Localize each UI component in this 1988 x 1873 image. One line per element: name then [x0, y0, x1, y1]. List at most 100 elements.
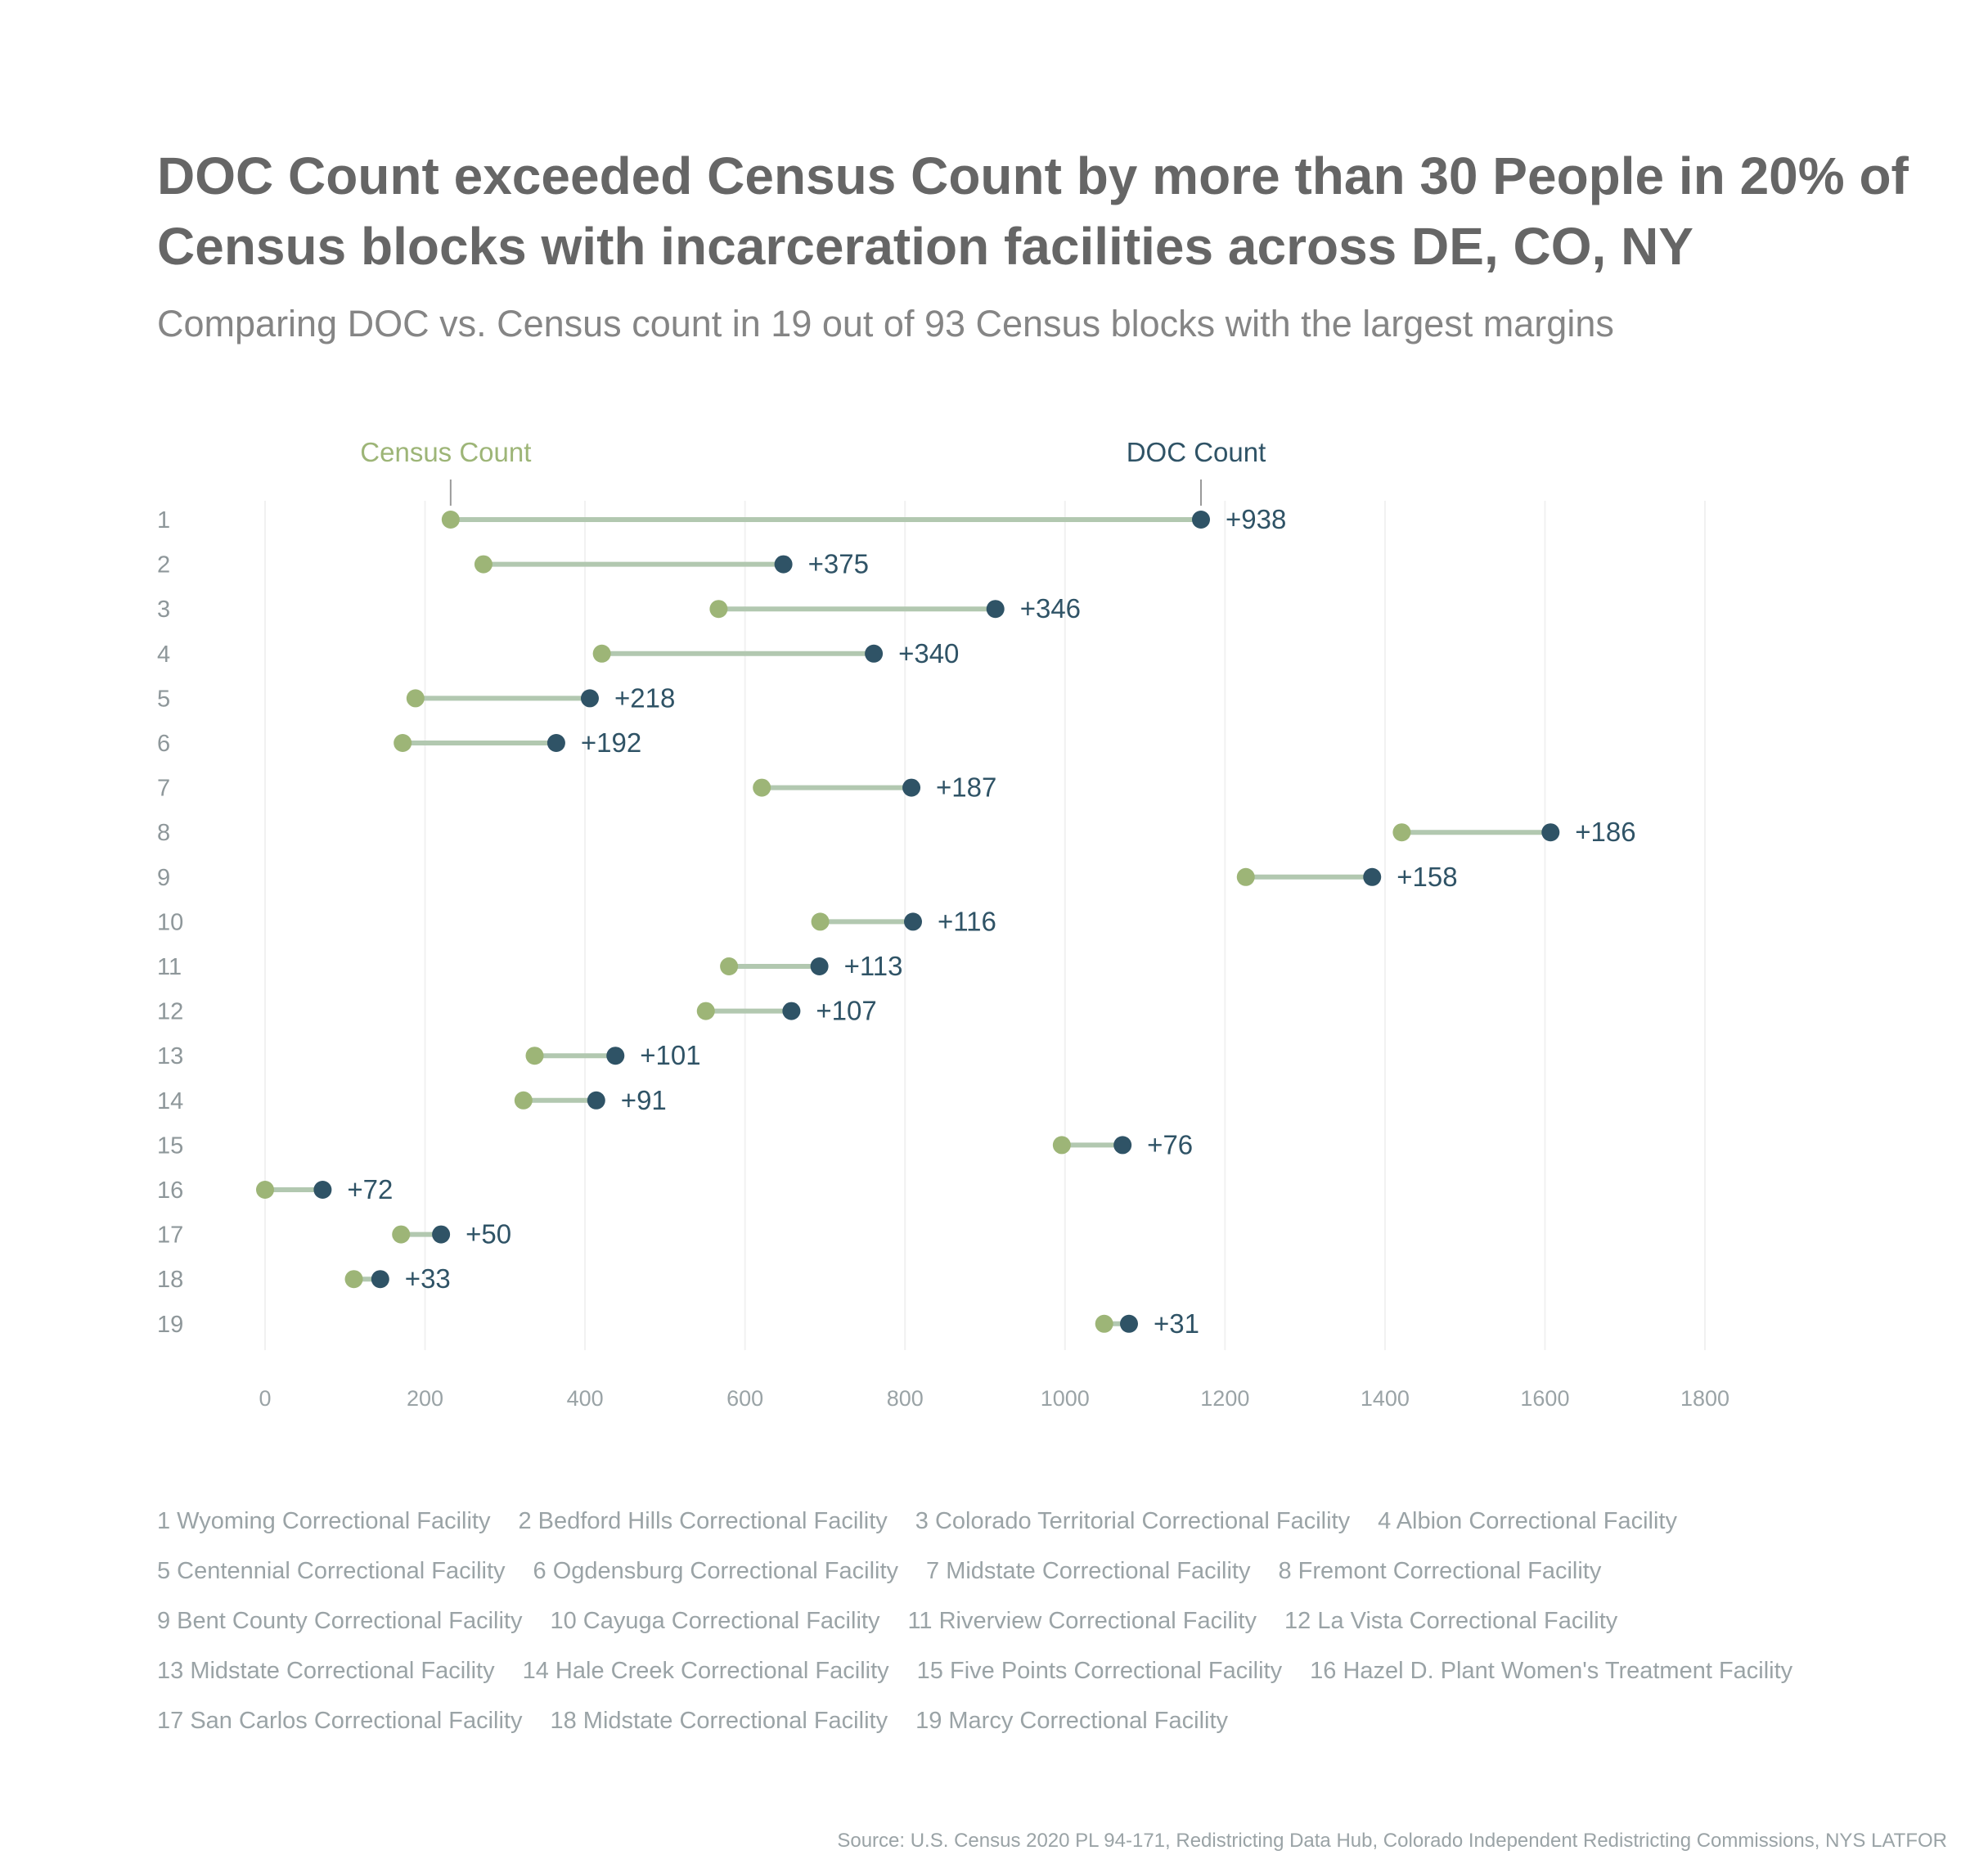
- facility-legend-item: 14 Hale Creek Correctional Facility: [522, 1658, 889, 1684]
- row-rank-label: 10: [157, 909, 183, 935]
- row-rank-label: 2: [157, 552, 170, 579]
- difference-label: +346: [1020, 593, 1081, 624]
- census-count-dot: [592, 644, 611, 663]
- difference-label: +187: [936, 772, 996, 803]
- facility-legend-item: 3 Colorado Territorial Correctional Faci…: [915, 1508, 1351, 1534]
- row-rank-label: 15: [157, 1132, 183, 1159]
- facility-legend-item: 15 Five Points Correctional Facility: [916, 1658, 1283, 1684]
- facility-legend-item: 1 Wyoming Correctional Facility: [157, 1508, 491, 1534]
- census-count-dot: [394, 734, 412, 752]
- census-count-dot: [344, 1270, 363, 1289]
- facility-legend-item: 19 Marcy Correctional Facility: [915, 1708, 1229, 1734]
- difference-label: +340: [898, 638, 959, 669]
- census-count-dot: [441, 511, 460, 529]
- census-count-dot: [406, 689, 425, 708]
- row-rank-label: 4: [157, 642, 170, 668]
- doc-count-dot: [580, 689, 599, 708]
- census-count-dot: [811, 912, 830, 931]
- difference-label: +116: [938, 906, 996, 936]
- facility-legend: 1 Wyoming Correctional Facility 2 Bedford…: [157, 1506, 1908, 1737]
- row-rank-label: 8: [157, 820, 170, 846]
- series-annotations: Census Count DOC Count: [360, 437, 1266, 506]
- row-rank-label: 19: [157, 1312, 183, 1338]
- chart-subtitle: Comparing DOC vs. Census count in 19 out…: [157, 303, 1614, 344]
- row-rank-label: 11: [157, 954, 182, 980]
- difference-label: +113: [844, 951, 903, 981]
- census-count-dot: [1095, 1314, 1113, 1333]
- row-rank-label: 14: [157, 1088, 183, 1114]
- row-rank-label: 1: [157, 507, 170, 534]
- doc-count-dot: [904, 912, 922, 931]
- facility-legend-item: 12 La Vista Correctional Facility: [1284, 1608, 1618, 1634]
- dumbbell-marks: [256, 511, 1560, 1333]
- row-rank-label: 7: [157, 776, 170, 802]
- row-rank-label: 12: [157, 999, 183, 1025]
- difference-label: +72: [347, 1174, 393, 1204]
- doc-count-dot: [986, 600, 1005, 619]
- row-rank-label: 17: [157, 1222, 183, 1249]
- difference-label: +158: [1397, 862, 1457, 892]
- x-tick-label: 1000: [1041, 1386, 1090, 1411]
- facility-legend-item: 7 Midstate Correctional Facility: [926, 1558, 1251, 1584]
- facility-legend-item: 16 Hazel D. Plant Women's Treatment Faci…: [1310, 1658, 1793, 1684]
- x-axis: 0 200 400 600 800 1000 1200 1400 1600 1800: [259, 1386, 1729, 1411]
- facility-legend-item: 9 Bent County Correctional Facility: [157, 1608, 523, 1634]
- census-count-annotation: Census Count: [360, 437, 531, 467]
- census-count-dot: [474, 555, 493, 574]
- census-count-dot: [392, 1225, 411, 1244]
- row-rank-label: 18: [157, 1267, 183, 1293]
- difference-label: +186: [1575, 817, 1635, 847]
- doc-count-annotation: DOC Count: [1127, 437, 1266, 467]
- difference-label: +375: [808, 549, 869, 579]
- facility-legend-item: 2 Bedford Hills Correctional Facility: [518, 1508, 888, 1534]
- census-count-dot: [720, 957, 739, 975]
- census-count-dot: [696, 1002, 715, 1020]
- x-tick-label: 1400: [1361, 1386, 1410, 1411]
- census-count-dot: [1236, 867, 1255, 886]
- census-count-dot: [514, 1091, 533, 1110]
- x-tick-label: 400: [567, 1386, 604, 1411]
- doc-count-dot: [774, 555, 793, 574]
- facility-legend-item: 17 San Carlos Correctional Facility: [157, 1708, 523, 1734]
- row-rank-label: 16: [157, 1177, 183, 1204]
- x-tick-label: 800: [887, 1386, 924, 1411]
- census-count-dot: [256, 1181, 274, 1199]
- facility-legend-item: 4 Albion Correctional Facility: [1378, 1508, 1677, 1534]
- facility-legend-item: 8 Fremont Correctional Facility: [1278, 1558, 1602, 1584]
- census-count-dot: [1392, 823, 1411, 842]
- x-tick-label: 600: [726, 1386, 763, 1411]
- facility-legend-item: 5 Centennial Correctional Facility: [157, 1558, 506, 1584]
- difference-label: +938: [1226, 504, 1286, 534]
- doc-count-dot: [810, 957, 829, 975]
- difference-label: +107: [816, 996, 876, 1026]
- row-rank-label: 5: [157, 686, 170, 712]
- difference-label: +218: [614, 682, 675, 713]
- difference-label: +101: [640, 1040, 700, 1070]
- doc-count-dot: [902, 778, 921, 797]
- doc-count-dot: [606, 1047, 625, 1065]
- doc-count-dot: [587, 1091, 605, 1110]
- doc-count-dot: [313, 1181, 332, 1199]
- doc-count-dot: [1541, 823, 1560, 842]
- doc-count-dot: [432, 1225, 451, 1244]
- row-rank-label: 3: [157, 597, 170, 623]
- census-count-dot: [753, 778, 771, 797]
- doc-count-dot: [1113, 1136, 1132, 1155]
- facility-legend-item: 6 Ogdensburg Correctional Facility: [533, 1558, 899, 1584]
- doc-count-dot: [1192, 511, 1210, 529]
- source-note: Source: U.S. Census 2020 PL 94-171, Redi…: [837, 1830, 1947, 1852]
- census-count-dot: [709, 600, 728, 619]
- census-count-dot: [1052, 1136, 1071, 1155]
- dumbbell-chart: 0 200 400 600 800 1000 1200 1400 1600 1800 123456…: [157, 437, 1729, 1411]
- difference-label: +33: [405, 1263, 451, 1294]
- difference-label: +192: [581, 727, 641, 758]
- doc-count-dot: [782, 1002, 801, 1020]
- facility-legend-item: 13 Midstate Correctional Facility: [157, 1658, 495, 1684]
- doc-count-dot: [371, 1270, 389, 1289]
- doc-count-dot: [865, 644, 884, 663]
- facility-legend-item: 10 Cayuga Correctional Facility: [550, 1608, 880, 1634]
- x-tick-label: 1200: [1200, 1386, 1249, 1411]
- row-rank-label: 6: [157, 731, 170, 757]
- census-count-dot: [525, 1047, 544, 1065]
